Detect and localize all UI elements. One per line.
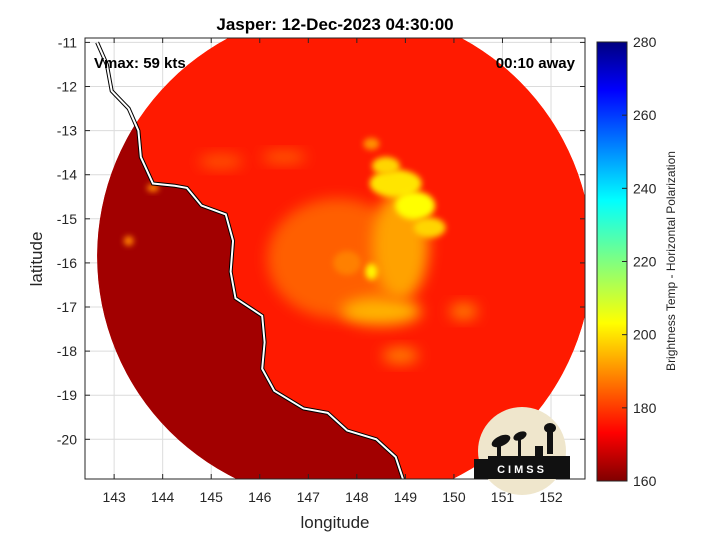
- y-tick-label: -20: [57, 431, 77, 447]
- y-axis-label: latitude: [27, 232, 46, 287]
- cloud-feature-shape: [382, 347, 419, 364]
- chart-title: Jasper: 12-Dec-2023 04:30:00: [216, 15, 453, 34]
- y-tick-label: -19: [57, 387, 77, 403]
- colorbar-tick-label: 200: [633, 327, 657, 343]
- cloud-feature-shape: [123, 235, 134, 246]
- logo-text: CIMSS: [497, 464, 547, 476]
- logo-silhouette-shape: [488, 423, 570, 460]
- colorbar-tick-label: 280: [633, 34, 657, 50]
- coastline: [95, 41, 405, 479]
- x-tick-label: 148: [345, 489, 369, 505]
- y-tick-label: -11: [58, 34, 77, 50]
- y-tick-label: -17: [57, 299, 77, 315]
- cloud-feature-shape: [341, 297, 422, 326]
- axes-box: [84, 37, 586, 480]
- y-tick-label: -15: [57, 211, 77, 227]
- logo-bar-shape: [474, 459, 570, 479]
- land-shape: [97, 38, 403, 479]
- colorbar-tick-label: 160: [633, 473, 657, 489]
- vmax-annotation: Vmax: 59 kts: [94, 55, 186, 72]
- x-tick-label: 143: [102, 489, 126, 505]
- x-tick-label: 145: [200, 489, 224, 505]
- x-tick-label: 149: [394, 489, 418, 505]
- x-axis: 143 144 145 146 147 148 149 150 151 152: [102, 38, 563, 505]
- colorbar-label: Brightness Temp - Horizontal Polarizatio…: [664, 151, 678, 371]
- y-tick-label: -13: [57, 123, 77, 139]
- cloud-feature-shape: [413, 217, 446, 238]
- brightness-temp-swath: [97, 38, 585, 479]
- x-tick-label: 147: [297, 489, 321, 505]
- y-tick-label: -16: [57, 255, 77, 271]
- colorbar-tick-label: 260: [633, 107, 657, 123]
- cloud-feature-shape: [449, 303, 478, 320]
- colorbar-tick-label: 220: [633, 254, 657, 270]
- x-tick-label: 150: [442, 489, 466, 505]
- cloud-feature-shape: [363, 137, 380, 150]
- time-away-annotation: 00:10 away: [496, 55, 576, 72]
- colorbar-ticks: 160 180 200 220 240 260 280: [622, 34, 657, 489]
- cloud-feature-shape: [262, 151, 307, 164]
- y-tick-label: -14: [57, 167, 77, 183]
- cimss-logo: CIMSS: [474, 407, 570, 495]
- x-tick-label: 151: [491, 489, 515, 505]
- cloud-feature-shape: [333, 250, 362, 275]
- y-tick-label: -18: [57, 343, 77, 359]
- x-axis-label: longitude: [300, 513, 369, 532]
- cloud-feature-shape: [198, 154, 243, 169]
- cloud-feature-shape: [395, 191, 436, 220]
- x-tick-label: 152: [539, 489, 563, 505]
- colorbar-tick-label: 180: [633, 400, 657, 416]
- cloud-feature-shape: [371, 156, 400, 175]
- y-tick-label: -12: [57, 79, 77, 95]
- cloud-feature-shape: [146, 183, 159, 192]
- colorbar-tick-label: 240: [633, 180, 657, 196]
- cloud-feature-shape: [365, 263, 378, 280]
- cloud-feature-shape: [369, 169, 422, 198]
- y-axis: -11 -12 -13 -14 -15 -16 -17 -18 -19 -20: [57, 34, 585, 447]
- x-tick-label: 146: [248, 489, 272, 505]
- x-tick-label: 144: [151, 489, 175, 505]
